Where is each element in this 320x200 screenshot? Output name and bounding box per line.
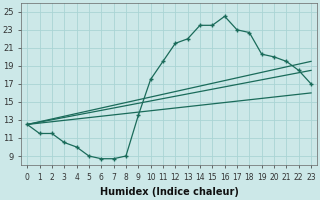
X-axis label: Humidex (Indice chaleur): Humidex (Indice chaleur) [100, 187, 239, 197]
